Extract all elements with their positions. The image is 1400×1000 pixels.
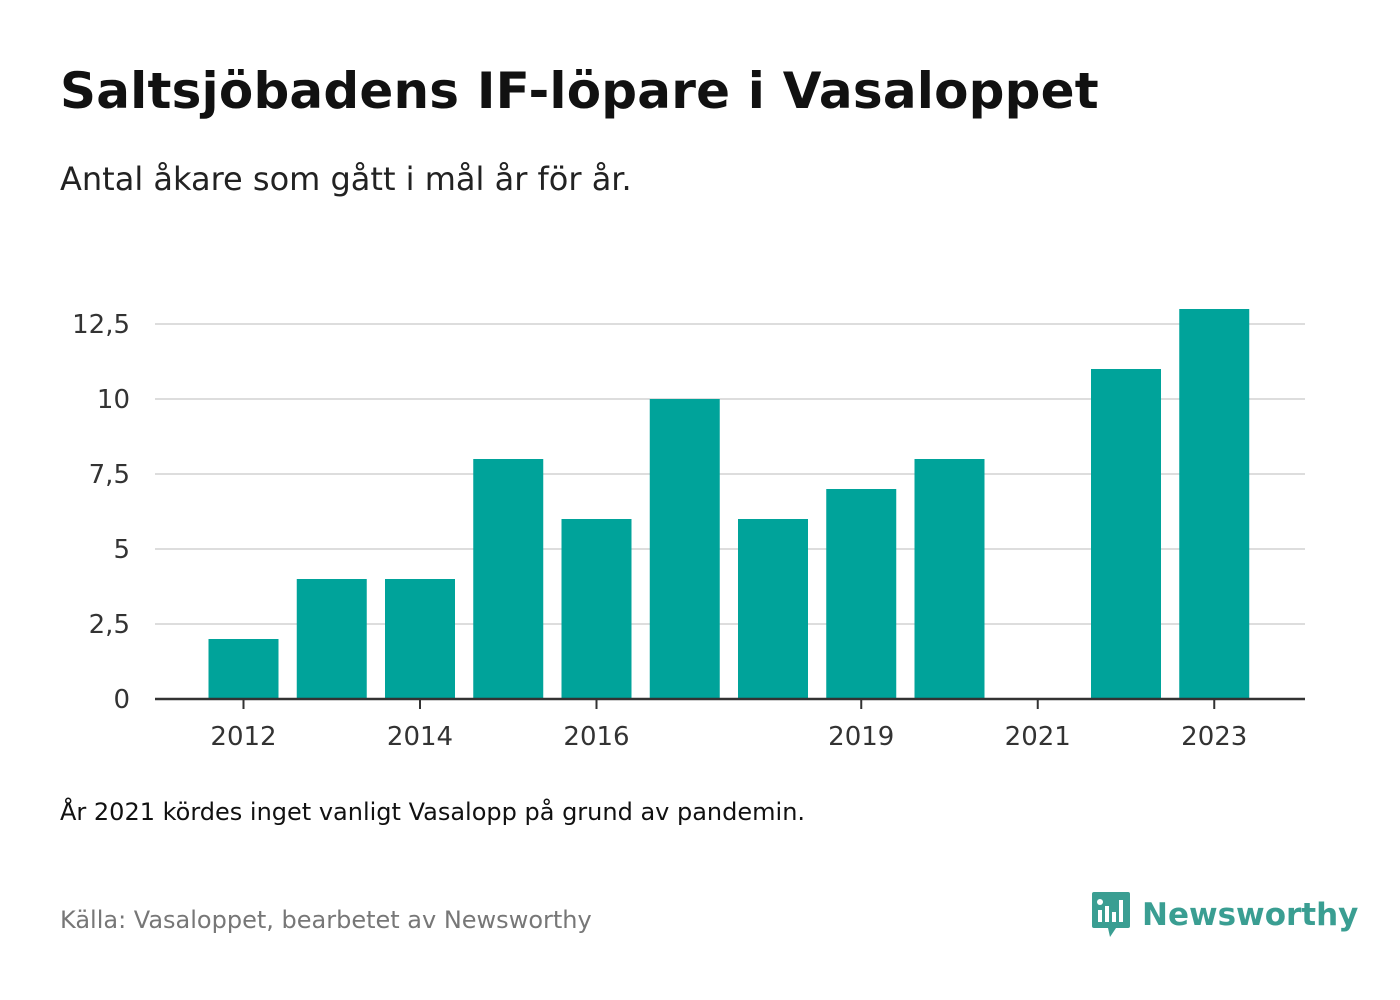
source-text: Källa: Vasaloppet, bearbetet av Newswort… [60, 906, 592, 934]
y-tick-label: 7,5 [89, 460, 130, 490]
bar [473, 459, 544, 699]
x-tick-label: 2021 [1005, 722, 1071, 752]
y-tick-label: 10 [97, 385, 130, 415]
bar [1179, 309, 1250, 699]
bar [561, 519, 632, 699]
y-tick-label: 2,5 [89, 610, 130, 640]
brand-name: Newsworthy [1142, 897, 1359, 933]
bar [1091, 369, 1161, 699]
chart-subtitle: Antal åkare som gått i mål år för år. [60, 160, 632, 198]
axes: 0 2,5 5 7,5 10 12,5 2012 2014 2016 2019 2021 2023 [72, 310, 1305, 752]
x-tick-label: 2016 [563, 722, 629, 752]
y-tick-label: 5 [113, 535, 130, 565]
y-tick-label: 12,5 [72, 310, 130, 340]
bar [738, 519, 808, 699]
newsworthy-logo-icon [1092, 892, 1130, 937]
x-tick-label: 2023 [1181, 722, 1247, 752]
y-tick-label: 0 [113, 685, 130, 715]
brand-logo: Newsworthy [1090, 890, 1358, 940]
bar [649, 399, 720, 699]
chart-title: Saltsjöbadens IF-löpare i Vasaloppet [60, 62, 1099, 120]
bars [208, 309, 1250, 699]
chart-note: År 2021 kördes inget vanligt Vasalopp på… [60, 798, 806, 826]
x-tick-label: 2019 [828, 722, 894, 752]
bar [385, 579, 455, 699]
bar [826, 489, 897, 699]
x-tick-label: 2014 [387, 722, 453, 752]
x-tick-label: 2012 [210, 722, 276, 752]
bar [914, 459, 985, 699]
bar [296, 579, 367, 699]
bar [208, 639, 279, 699]
